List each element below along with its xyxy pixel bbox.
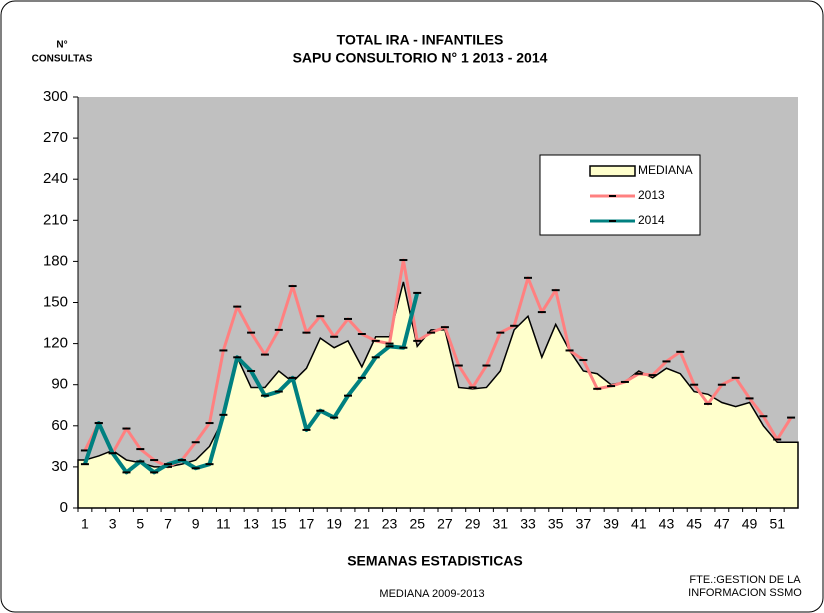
y-tick-label: 240 bbox=[43, 170, 68, 187]
legend-label: MEDIANA bbox=[638, 163, 693, 177]
x-tick-label: 31 bbox=[493, 516, 509, 532]
x-tick-label: 39 bbox=[603, 516, 619, 532]
x-tick-label: 49 bbox=[742, 516, 758, 532]
x-tick-label: 25 bbox=[409, 516, 425, 532]
x-tick-label: 3 bbox=[109, 516, 117, 532]
chart-subtitle: SAPU CONSULTORIO N° 1 2013 - 2014 bbox=[293, 50, 548, 66]
x-tick-label: 21 bbox=[354, 516, 370, 532]
x-tick-label: 13 bbox=[243, 516, 259, 532]
legend-label: 2013 bbox=[638, 188, 665, 202]
x-tick-label: 35 bbox=[548, 516, 564, 532]
y-tick-label: 30 bbox=[51, 458, 68, 475]
source-note: FTE.:GESTION DE LA bbox=[689, 574, 801, 586]
x-tick-label: 43 bbox=[659, 516, 675, 532]
x-tick-label: 45 bbox=[686, 516, 702, 532]
legend-label: 2014 bbox=[638, 213, 665, 227]
legend-swatch bbox=[589, 165, 636, 177]
x-tick-label: 9 bbox=[192, 516, 200, 532]
y-tick-label: 180 bbox=[43, 252, 68, 269]
x-tick-label: 5 bbox=[136, 516, 144, 532]
y-axis-label: CONSULTAS bbox=[32, 54, 93, 65]
note: MEDIANA 2009-2013 bbox=[379, 588, 484, 600]
y-tick-label: 150 bbox=[43, 293, 68, 310]
x-tick-label: 11 bbox=[216, 516, 231, 532]
y-tick-label: 270 bbox=[43, 129, 68, 146]
x-tick-label: 1 bbox=[81, 516, 89, 532]
y-axis-label: N° bbox=[56, 40, 67, 51]
x-tick-label: 51 bbox=[769, 516, 785, 532]
x-tick-label: 23 bbox=[382, 516, 398, 532]
source-note: INFORMACION SSMO bbox=[688, 587, 802, 599]
x-tick-label: 27 bbox=[437, 516, 453, 532]
x-tick-label: 47 bbox=[714, 516, 730, 532]
y-tick-label: 300 bbox=[43, 88, 68, 105]
x-tick-label: 19 bbox=[326, 516, 342, 532]
y-tick-label: 90 bbox=[51, 376, 68, 393]
x-tick-label: 33 bbox=[520, 516, 536, 532]
x-axis-label: SEMANAS ESTADISTICAS bbox=[347, 553, 523, 569]
y-tick-label: 0 bbox=[60, 499, 68, 516]
x-tick-label: 15 bbox=[271, 516, 287, 532]
x-tick-label: 29 bbox=[465, 516, 481, 532]
line bbox=[83, 258, 793, 469]
y-tick-label: 60 bbox=[51, 417, 68, 434]
x-tick-label: 41 bbox=[631, 516, 647, 532]
x-tick-label: 37 bbox=[576, 516, 592, 532]
y-tick-label: 210 bbox=[43, 211, 68, 228]
x-tick-label: 17 bbox=[299, 516, 315, 532]
chart-title: TOTAL IRA - INFANTILES bbox=[337, 32, 504, 48]
x-tick-label: 7 bbox=[164, 516, 172, 532]
y-tick-label: 120 bbox=[43, 335, 68, 352]
